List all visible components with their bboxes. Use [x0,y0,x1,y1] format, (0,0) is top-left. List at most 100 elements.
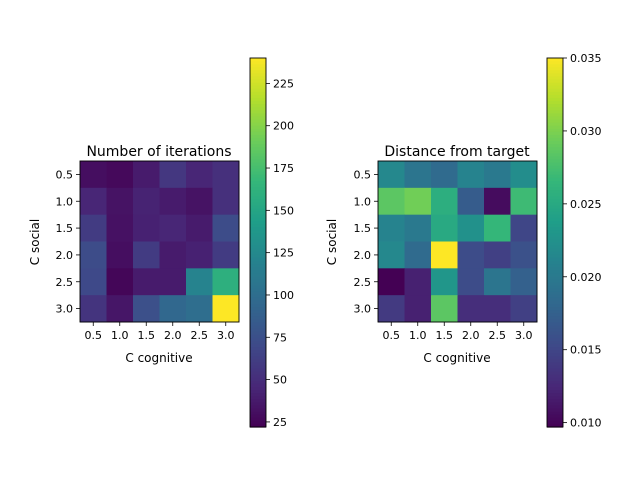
colorbar-segment [547,402,563,407]
y-tick-label: 1.0 [56,195,74,208]
colorbar-tick-label: 0.025 [570,198,602,211]
colorbar-segment [547,119,563,124]
colorbar-tick-label: 200 [273,120,294,133]
colorbar-segment [547,300,563,305]
colorbar-segment [250,162,266,167]
heatmap-cell [186,161,213,189]
x-tick-label: 1.0 [111,329,129,342]
colorbar-segment [250,356,266,360]
colorbar-frame [546,57,564,428]
colorbar-segment [250,211,266,216]
colorbar-segment [250,171,266,176]
heatmap-cell [159,295,187,323]
colorbar-segment [250,331,266,336]
heatmap-cell [484,214,511,242]
colorbar-segment [250,380,266,385]
colorbar-segment [250,224,266,228]
colorbar-segment [547,251,563,256]
colorbar-segment [547,205,563,210]
colorbar-tick-label: 25 [273,416,287,429]
colorbar-segment [547,313,563,317]
y-axis-label: C social [325,219,339,265]
colorbar-segment [250,82,266,87]
x-tick-label: 2.5 [489,329,507,342]
colorbar-segment [250,368,266,373]
heatmap-cell [378,268,405,296]
heatmap-cell [510,295,538,323]
colorbar-segment [250,88,266,93]
heatmap-cell [404,214,432,242]
colorbar-segment [547,116,563,121]
colorbar-segment [547,254,563,259]
colorbar-segment [250,239,266,244]
heatmap-cell [484,241,511,269]
colorbar-segment [547,383,563,388]
colorbar-segment [547,190,563,194]
heatmap-cell [212,187,240,216]
colorbar-tick-label: 50 [273,374,287,387]
colorbar-segment [547,82,563,87]
heatmap-cell [510,161,538,189]
y-tick-label: 1.5 [56,222,74,235]
colorbar-segment [547,377,563,382]
colorbar-segment [250,405,266,410]
colorbar-segment [250,220,266,225]
colorbar-segment [250,85,266,90]
colorbar-segment [250,282,266,287]
colorbar-segment [547,64,563,68]
colorbar-segment [250,387,266,391]
heatmap-cell [431,161,458,189]
colorbar-segment [250,165,266,170]
colorbar-tick-label: 0.010 [570,417,602,430]
colorbar-segment [547,159,563,164]
colorbar-segment [250,64,266,68]
colorbar-segment [250,104,266,108]
heatmap-cell [159,241,187,269]
colorbar-segment [547,423,563,428]
heatmap-cell [457,241,485,269]
plot-frame [79,160,240,323]
colorbar-segment [250,156,266,161]
y-tick-label: 1.5 [354,222,372,235]
colorbar-tick-label: 175 [273,162,294,175]
x-tick-label: 3.0 [515,329,533,342]
colorbar-segment [250,153,266,157]
colorbar-tick-label: 125 [273,247,294,260]
y-tick-label: 2.5 [354,276,372,289]
x-tick-label: 0.5 [85,329,103,342]
colorbar-segment [547,393,563,397]
colorbar-segment [547,374,563,379]
heatmap-cell [212,241,240,269]
heatmap-cell [159,187,187,216]
heatmap-cell [510,214,538,242]
colorbar: 25 50 75 100 125 150 175 200 225 [249,57,294,429]
colorbar-segment [250,264,266,268]
colorbar-tick-label: 0.030 [570,125,602,138]
colorbar-segment [547,208,563,213]
colorbar-segment [250,328,266,333]
colorbar-segment [250,184,266,188]
colorbar-segment [547,420,563,425]
colorbar-segment [250,248,266,253]
heatmap-cell [80,214,107,242]
colorbar-segment [250,316,266,320]
colorbar-segment [250,340,266,345]
colorbar-segment [547,199,563,204]
colorbar-segment [547,147,563,151]
colorbar-segment [547,408,563,413]
colorbar-segment [250,408,266,413]
heatmap-cell [80,241,107,269]
colorbar-segment [547,279,563,284]
colorbar-segment [250,233,266,237]
colorbar-segment [250,122,266,127]
x-axis-ticks: 0.5 1.0 1.5 2.0 2.5 3.0 [383,322,533,342]
heatmap-cell [457,268,485,296]
heatmap-cell [510,187,538,216]
colorbar-segment [250,257,266,262]
colorbar-segment [547,73,563,78]
colorbar-segment [547,85,563,90]
colorbar-segment [547,94,563,99]
colorbar-segment [250,393,266,397]
heatmap-cell [186,268,213,296]
heatmap-cell [378,187,405,216]
